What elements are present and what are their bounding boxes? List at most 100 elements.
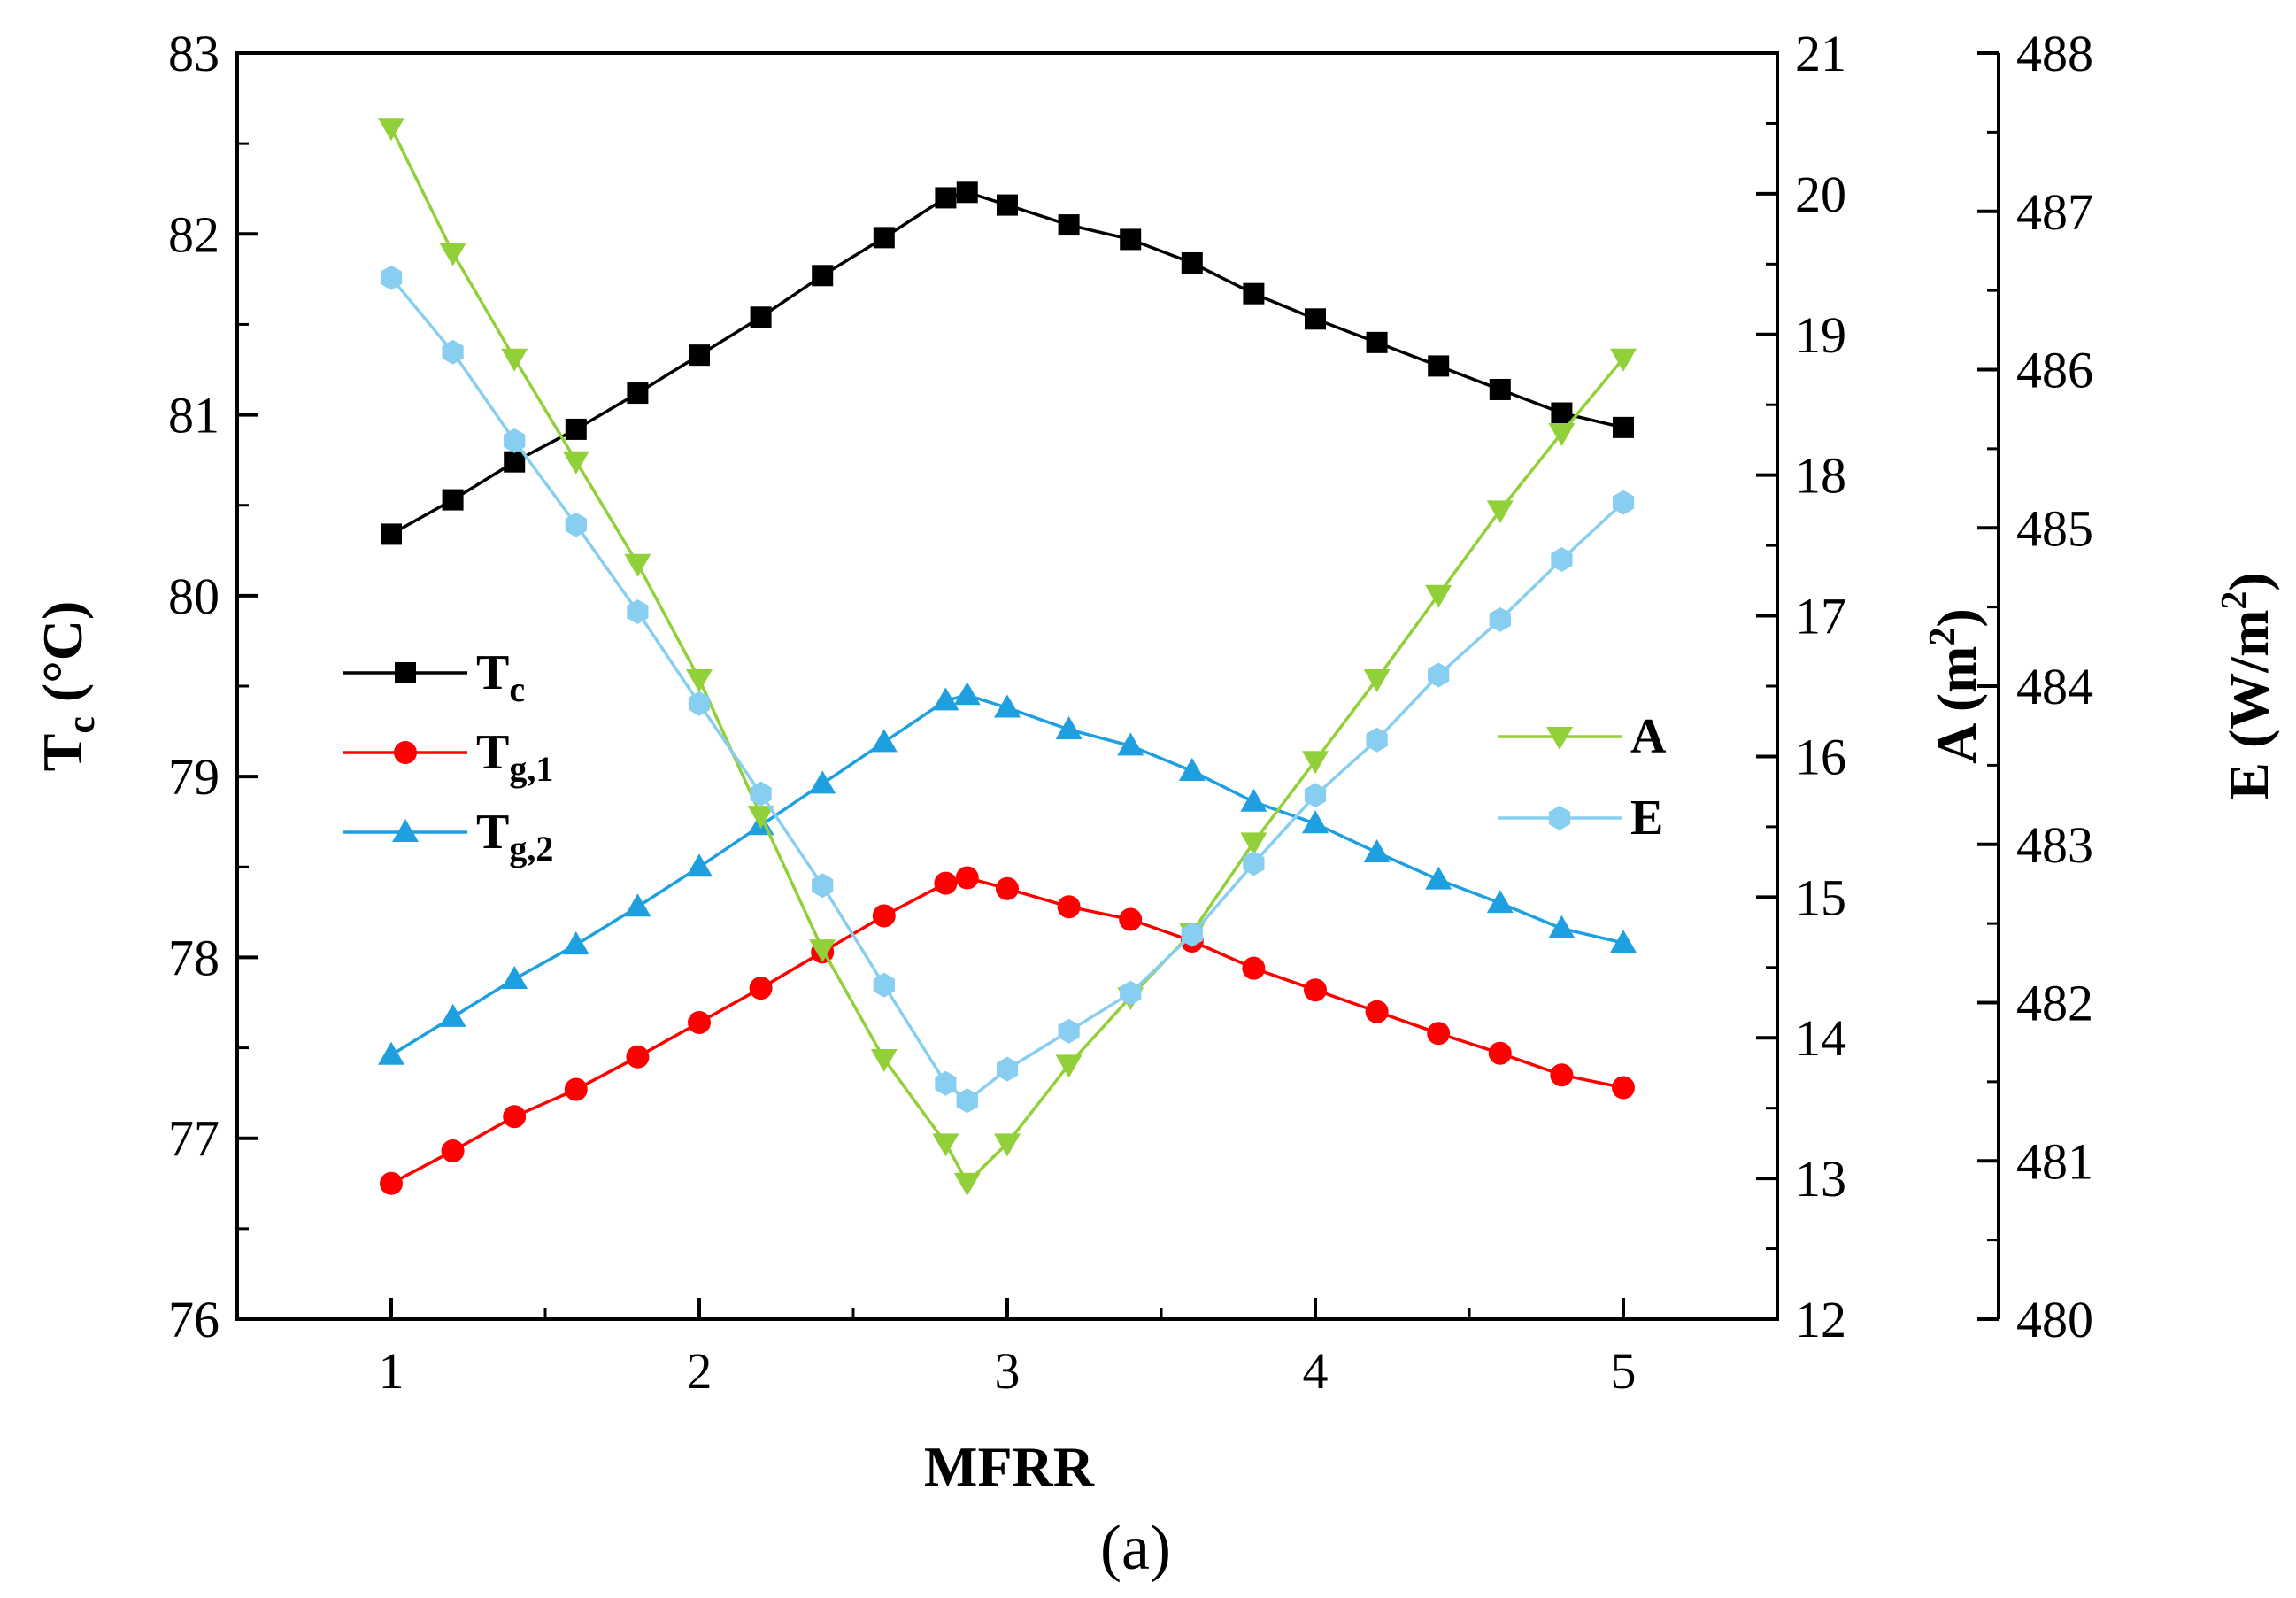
- series-e-point: [504, 428, 526, 453]
- series-e-line: [389, 276, 1625, 1103]
- series-a-point: [1055, 1054, 1083, 1078]
- series-tg1-point: [1365, 1000, 1389, 1023]
- series-tc-point: [812, 265, 834, 287]
- right-axis-e-tick-label: 488: [2016, 25, 2093, 82]
- series-a-point: [1548, 423, 1576, 446]
- left-axis-title: Tc (°C): [31, 601, 103, 772]
- x-axis-tick-label: 2: [687, 1342, 713, 1400]
- series-a-point: [994, 1133, 1021, 1157]
- series-e-point: [1612, 490, 1635, 515]
- series-tg2-point: [1117, 732, 1144, 756]
- series-tc-point: [627, 382, 649, 405]
- series-tc-point: [750, 306, 772, 328]
- series-tg2-point: [686, 853, 713, 877]
- series-tg2-point: [953, 682, 981, 706]
- series-tg2: [378, 682, 1637, 1065]
- series-tg2-point: [1548, 915, 1576, 938]
- series-tg1-point: [872, 904, 896, 928]
- series-tg1-point: [1057, 895, 1081, 919]
- axes-layer: 7677787980818283121314151617181920214804…: [31, 25, 2280, 1400]
- legend-item-a: A: [1498, 709, 1667, 764]
- x-axis-tick-label: 3: [995, 1342, 1021, 1400]
- series-e-point: [442, 339, 464, 365]
- series-a-point: [1240, 832, 1267, 856]
- series-a-point: [1486, 500, 1514, 524]
- series-tg2-point: [932, 687, 959, 711]
- series-e-point: [935, 1070, 957, 1096]
- series-a-point: [1425, 584, 1452, 608]
- series-tg2-point: [1240, 788, 1267, 812]
- series-tg2-point: [378, 1041, 404, 1065]
- series-tc-point: [873, 227, 895, 249]
- plot-frame: [235, 51, 1779, 1321]
- series-tg2-point: [1425, 866, 1452, 890]
- series-tg1-point: [1488, 1041, 1512, 1065]
- series-tc-point: [381, 523, 402, 545]
- right-axis-a-tick-label: 12: [1795, 1291, 1846, 1348]
- series-e-point: [1058, 1018, 1080, 1044]
- series-tg1-point: [441, 1139, 465, 1163]
- series-a-point: [932, 1133, 959, 1157]
- left-axis-tick-label: 77: [168, 1110, 220, 1168]
- series-tg1-point: [934, 871, 958, 895]
- series-tg2-point: [1302, 810, 1329, 834]
- series-tg2-line: [390, 693, 1624, 1057]
- legend-label-tg1: Tg,1: [476, 725, 553, 789]
- series-tc-point: [504, 451, 526, 473]
- series-e-point: [1304, 783, 1327, 808]
- left-axis-title-unit: (°C): [31, 601, 94, 716]
- right-axis-a-tick-label: 19: [1795, 306, 1846, 364]
- right-axis-e-title-end: ): [2217, 572, 2280, 591]
- legend-label-main: T: [476, 645, 509, 700]
- right-axis-e-tick-label: 483: [2016, 816, 2093, 874]
- right-axis-e-tick-label: 484: [2016, 658, 2093, 715]
- series-layer: [378, 118, 1637, 1196]
- series-e-point: [688, 691, 711, 716]
- series-e-point: [1181, 922, 1203, 947]
- series-tg2-point: [501, 965, 528, 989]
- series-e-point: [812, 873, 834, 899]
- series-tg1-point: [688, 1010, 711, 1034]
- right-axis-e-title-sup: 2: [2215, 591, 2255, 610]
- right-axis-a-title-end: ): [1925, 608, 1988, 627]
- series-a-point: [378, 118, 404, 142]
- legend-label-main: E: [1630, 791, 1663, 845]
- series-a-point: [809, 939, 836, 963]
- series-tc-point: [1243, 282, 1265, 305]
- right-axis-e-tick-label: 481: [2016, 1132, 2093, 1190]
- series-a-point: [1302, 751, 1329, 775]
- legend-label-sub: g,1: [509, 749, 553, 789]
- right-axis-a-tick-label: 16: [1795, 728, 1846, 785]
- right-axis-a-tick-label: 17: [1795, 588, 1846, 645]
- series-e-point: [380, 265, 403, 290]
- series-tg1-point: [1304, 978, 1327, 1002]
- legend-marker-a: [1546, 727, 1573, 750]
- legend-label-main: T: [476, 805, 509, 860]
- series-a-point: [747, 806, 774, 830]
- left-axis-tick-label: 81: [168, 387, 220, 444]
- right-axis-e-title-main: E (W/m: [2217, 610, 2280, 800]
- legend-label-tc: Tc: [476, 645, 525, 709]
- legend-item-tg2: Tg,2: [343, 805, 553, 868]
- left-axis-tick-label: 82: [168, 205, 220, 263]
- legend-marker-e: [1548, 806, 1571, 830]
- right-axis-e-tick-label: 487: [2016, 183, 2093, 241]
- series-tc-point: [1551, 402, 1573, 424]
- series-a-point: [1610, 348, 1637, 372]
- series-tg2-point: [994, 694, 1021, 718]
- right-axis-e-title: E (W/m2): [2215, 572, 2280, 799]
- series-tg1-point: [564, 1077, 588, 1101]
- series-tc-point: [997, 194, 1018, 216]
- legend-item-e: E: [1498, 791, 1663, 845]
- legend-label-main: A: [1630, 709, 1667, 764]
- legend-label-sub: c: [509, 669, 525, 709]
- series-tc-point: [1366, 331, 1388, 353]
- right-axis-a-tick-label: 14: [1795, 1009, 1846, 1067]
- right-axis-e-tick-label: 482: [2016, 975, 2093, 1032]
- series-tc-point: [1058, 214, 1080, 236]
- right-axis-e-tick-label: 486: [2016, 342, 2093, 399]
- series-tg1-point: [626, 1045, 650, 1069]
- series-tg1-line: [390, 876, 1624, 1185]
- series-tg1-point: [1612, 1076, 1635, 1100]
- series-e-point: [1428, 662, 1450, 688]
